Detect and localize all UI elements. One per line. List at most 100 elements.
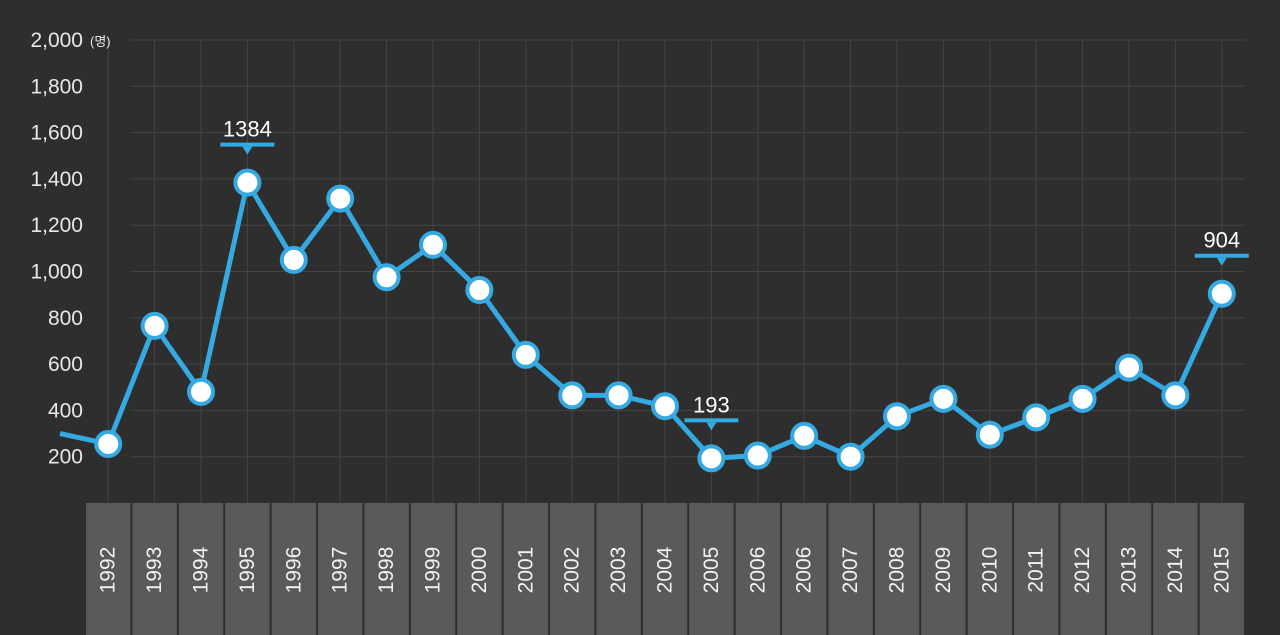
data-point	[604, 381, 633, 410]
callout-pointer	[242, 146, 253, 155]
x-band-cell	[457, 503, 502, 635]
y-tick-label: 1,400	[30, 168, 83, 191]
y-tick-label: 200	[48, 446, 83, 469]
data-point	[1207, 279, 1236, 308]
data-point	[790, 421, 819, 450]
data-point	[1022, 403, 1051, 432]
callout-pointer	[1216, 257, 1227, 266]
x-band-cell	[1153, 503, 1198, 635]
x-tick-label: 2005	[700, 547, 723, 594]
x-tick-label: 1995	[236, 547, 259, 594]
x-band-cell	[921, 503, 966, 635]
callout-label: 1384	[223, 117, 272, 142]
x-band-cell	[364, 503, 409, 635]
x-band-cell	[596, 503, 641, 635]
x-tick-label: 2006	[793, 547, 816, 594]
y-tick-label: 1,800	[30, 75, 83, 98]
data-points	[94, 168, 1236, 473]
x-tick-label: 1994	[190, 546, 213, 593]
x-tick-label: 1992	[97, 547, 120, 594]
x-band-cell	[132, 503, 177, 635]
callout-bar	[1194, 253, 1249, 258]
y-axis-ticks: 2,000 1,800 1,600 1,400 1,200 1,000 800 600 400 2…	[30, 29, 83, 469]
grid	[107, 39, 1245, 503]
x-tick-label: 1997	[329, 547, 352, 594]
callout-bar	[684, 418, 739, 423]
x-band-cell	[874, 503, 920, 635]
y-tick-label: 1,600	[30, 122, 83, 145]
data-point	[140, 311, 169, 340]
data-point	[187, 377, 215, 406]
data-point	[929, 384, 958, 413]
callouts: 1384 193 904	[220, 117, 1249, 431]
x-band-cell	[1060, 503, 1105, 635]
x-tick-label: 1996	[282, 547, 305, 594]
x-band-cell	[782, 503, 827, 635]
y-axis-unit: (명)	[90, 34, 111, 49]
x-band-cell	[828, 503, 873, 635]
x-band-cell	[503, 503, 548, 635]
data-point	[1115, 353, 1143, 382]
x-band-cell	[967, 503, 1012, 635]
data-point	[743, 441, 772, 470]
x-band-cell	[178, 503, 224, 635]
x-band-cell	[410, 503, 456, 635]
data-point	[326, 184, 355, 213]
x-tick-label: 2009	[932, 547, 955, 594]
x-band-cell	[271, 503, 316, 635]
data-point	[94, 429, 123, 458]
callout-pointer	[706, 422, 717, 431]
y-tick-label: 2,000	[30, 29, 83, 52]
data-point	[558, 381, 587, 410]
x-tick-label: 2003	[607, 547, 630, 594]
x-tick-label: 2015	[1210, 547, 1233, 594]
x-tick-label: 2001	[514, 547, 537, 594]
x-tick-label: 1998	[375, 547, 398, 594]
data-point	[975, 420, 1004, 449]
x-band-cell	[1014, 503, 1059, 635]
callout-bar	[220, 142, 275, 147]
x-tick-label: 1993	[143, 547, 166, 594]
x-tick-label: 2008	[886, 547, 909, 594]
y-tick-label: 1,200	[30, 214, 83, 237]
data-point	[836, 442, 865, 471]
data-point	[279, 245, 308, 274]
x-band-cell	[318, 503, 363, 635]
data-point	[651, 392, 679, 421]
x-tick-label: 2007	[839, 547, 862, 594]
x-tick-label: 2011	[1025, 547, 1048, 592]
x-tick-label: 1999	[422, 547, 445, 594]
x-band-cell	[689, 503, 734, 635]
data-point	[1068, 384, 1097, 413]
data-point	[465, 276, 494, 305]
y-tick-label: 400	[48, 399, 83, 422]
x-band-cell	[86, 503, 131, 635]
callout-label: 193	[693, 392, 730, 417]
data-point	[1161, 381, 1190, 410]
data-point	[511, 340, 540, 369]
x-tick-label: 2014	[1164, 546, 1187, 593]
x-tick-label: 2010	[978, 547, 1001, 594]
data-point	[372, 263, 401, 292]
x-band-cell	[1199, 503, 1244, 635]
x-band-cell	[550, 503, 595, 635]
data-point	[697, 444, 726, 473]
x-tick-label: 2012	[1071, 547, 1094, 594]
x-axis-band: 1992 1993 1994 1995 1996 1997 1998 1999 2000 2001…	[86, 503, 1244, 635]
x-tick-label: 2013	[1118, 547, 1141, 594]
y-tick-label: 1,000	[30, 261, 83, 284]
x-tick-label: 2002	[561, 547, 584, 594]
y-tick-label: 800	[48, 307, 83, 330]
callout-label: 904	[1203, 228, 1240, 253]
x-band-cell	[225, 503, 270, 635]
data-point	[883, 402, 911, 431]
x-band-cell	[735, 503, 780, 635]
data-point	[419, 230, 447, 259]
x-tick-label: 2006	[746, 547, 769, 594]
x-tick-label: 2000	[468, 547, 491, 594]
x-band-cell	[642, 503, 688, 635]
x-tick-label: 2004	[654, 546, 677, 593]
x-band-cell	[1106, 503, 1152, 635]
data-point	[233, 168, 262, 197]
